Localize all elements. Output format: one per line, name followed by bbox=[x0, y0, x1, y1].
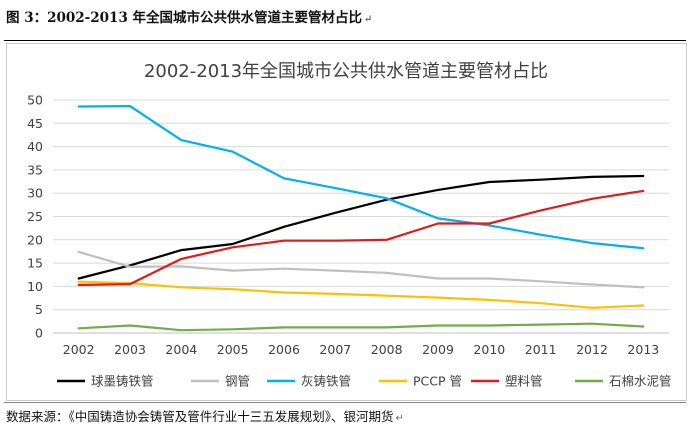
figure-caption: 图 3：2002-2013 年全国城市公共供水管道主要管材占比 ↵ bbox=[6, 10, 373, 26]
series-line bbox=[77, 280, 645, 309]
x-tick-label: 2013 bbox=[627, 342, 659, 357]
y-tick-label: 0 bbox=[35, 326, 43, 341]
chart-frame: 2002-2013年全国城市公共供水管道主要管材占比 0 5 10 15 20 25 30 3… bbox=[6, 43, 687, 401]
return-mark: ↵ bbox=[395, 413, 404, 424]
x-tick-label: 2011 bbox=[525, 342, 557, 357]
series-line bbox=[77, 189, 645, 287]
y-tick-label: 20 bbox=[27, 232, 43, 247]
y-tick-label: 40 bbox=[27, 139, 43, 154]
x-axis: 2002 2003 2004 2005 2006 2007 2008 2009 2010 2011… bbox=[63, 342, 659, 357]
legend: 球墨铸铁管 钢管 灰铸铁管 PCCP 管 塑料管 石棉水泥管 bbox=[57, 374, 672, 389]
legend-label: 球墨铸铁管 bbox=[91, 374, 154, 389]
series-line bbox=[77, 174, 645, 280]
legend-item: 钢管 bbox=[191, 374, 250, 389]
legend-item: 球墨铸铁管 bbox=[57, 374, 154, 389]
x-tick-label: 2004 bbox=[165, 342, 197, 357]
series-line bbox=[77, 322, 645, 332]
y-tick-label: 50 bbox=[27, 93, 43, 108]
source-divider bbox=[4, 402, 686, 403]
x-tick-label: 2012 bbox=[576, 342, 608, 357]
x-tick-label: 2009 bbox=[422, 342, 454, 357]
chart-title: 2002-2013年全国城市公共供水管道主要管材占比 bbox=[144, 61, 548, 82]
series-line bbox=[77, 104, 645, 250]
legend-item: 灰铸铁管 bbox=[267, 374, 351, 389]
y-tick-label: 25 bbox=[27, 209, 43, 224]
legend-label: 塑料管 bbox=[505, 374, 543, 389]
x-tick-label: 2003 bbox=[114, 342, 146, 357]
y-tick-label: 35 bbox=[27, 162, 43, 177]
gridlines bbox=[53, 99, 669, 334]
caption-divider bbox=[4, 40, 686, 41]
series-lines bbox=[77, 104, 645, 332]
legend-item: PCCP 管 bbox=[379, 374, 462, 389]
y-tick-label: 5 bbox=[35, 302, 43, 317]
x-tick-label: 2005 bbox=[217, 342, 249, 357]
x-tick-label: 2002 bbox=[63, 342, 95, 357]
y-tick-label: 15 bbox=[27, 256, 43, 271]
series-line bbox=[77, 250, 645, 289]
y-axis: 0 5 10 15 20 25 30 35 40 45 50 bbox=[27, 93, 43, 341]
legend-label: 钢管 bbox=[225, 374, 250, 389]
return-mark: ↵ bbox=[364, 14, 373, 25]
x-tick-label: 2007 bbox=[319, 342, 351, 357]
source-note: 数据来源：《中国铸造协会铸管及管件行业十三五发展规划》、银河期货 ↵ bbox=[6, 409, 404, 424]
line-chart: 2002-2013年全国城市公共供水管道主要管材占比 0 5 10 15 20 25 30 3… bbox=[27, 61, 672, 389]
legend-label: 石棉水泥管 bbox=[609, 374, 672, 389]
y-tick-label: 45 bbox=[27, 116, 43, 131]
legend-label: 灰铸铁管 bbox=[301, 374, 351, 389]
x-tick-label: 2008 bbox=[371, 342, 403, 357]
legend-label: PCCP 管 bbox=[413, 374, 462, 389]
legend-item: 塑料管 bbox=[471, 374, 543, 389]
x-tick-label: 2006 bbox=[268, 342, 300, 357]
y-tick-label: 30 bbox=[27, 186, 43, 201]
y-tick-label: 10 bbox=[27, 279, 43, 294]
legend-item: 石棉水泥管 bbox=[575, 374, 672, 389]
x-tick-label: 2010 bbox=[473, 342, 505, 357]
